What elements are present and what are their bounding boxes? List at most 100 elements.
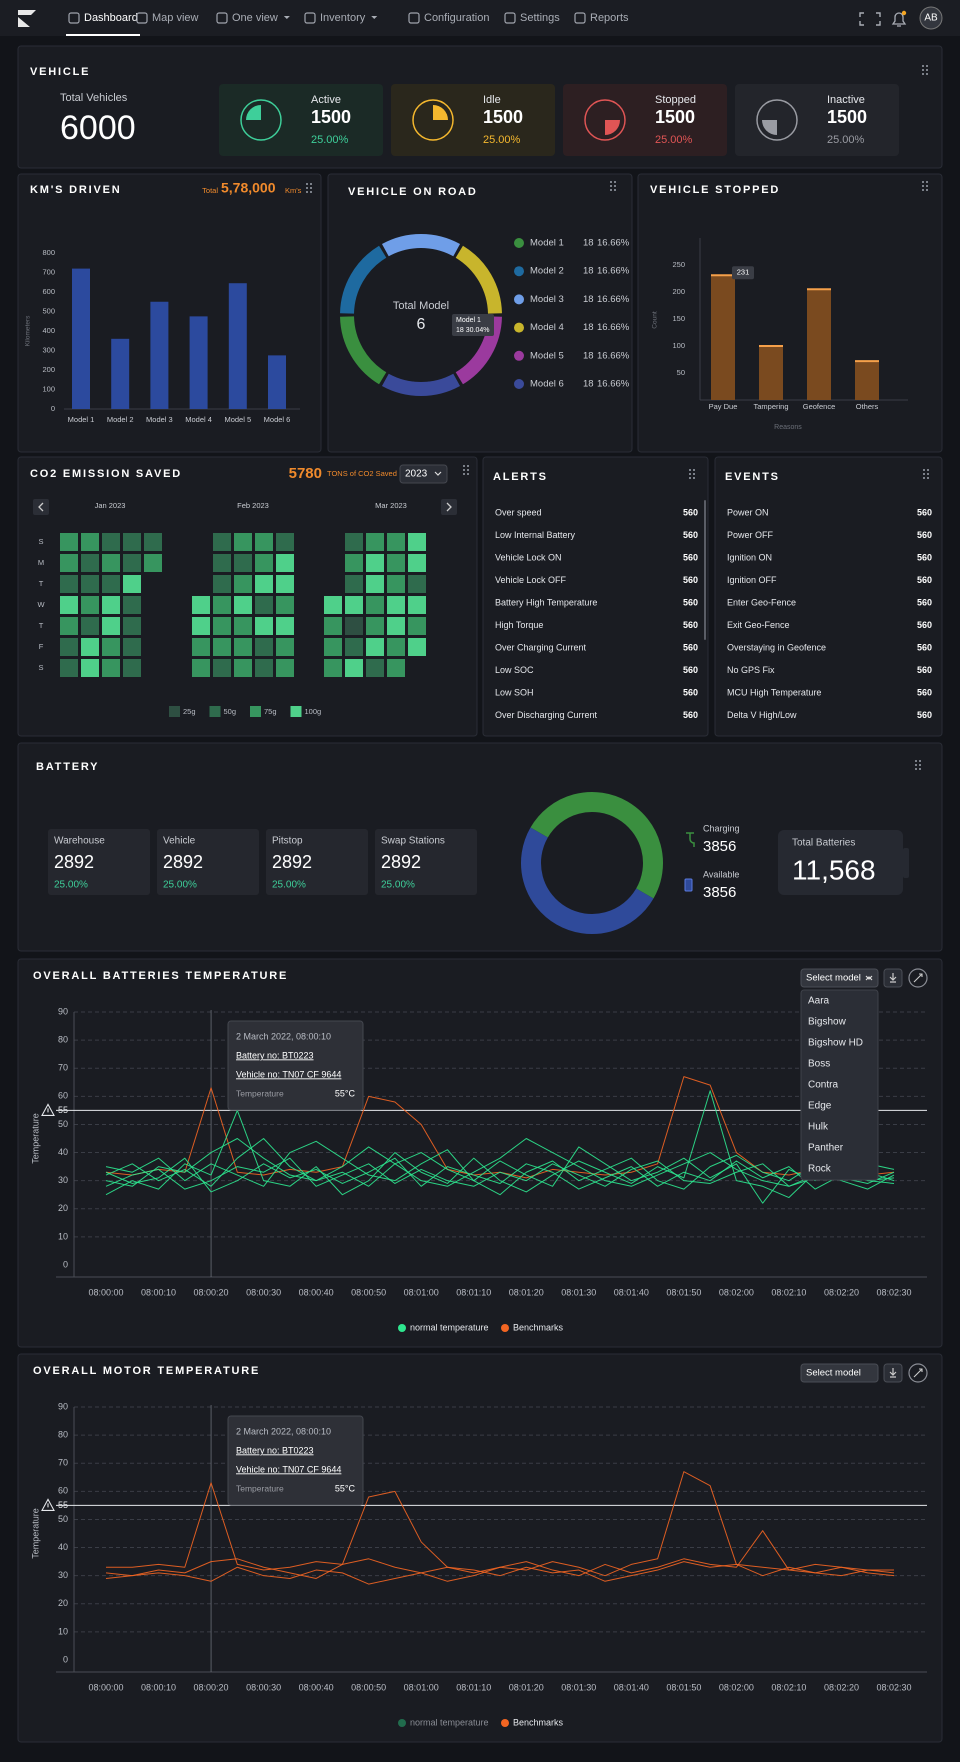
y-tick-label: 0 (63, 1654, 68, 1664)
total-value: 5780 (289, 465, 322, 482)
legend-label[interactable]: normal temperature (410, 1322, 489, 1332)
drag-handle-dot (463, 469, 465, 471)
panel (327, 173, 633, 453)
total-card-tab (903, 848, 909, 878)
legend-label[interactable]: normal temperature (410, 1717, 489, 1727)
heat-cell (366, 617, 384, 635)
section-title: OVERALL BATTERIES TEMPERATURE (33, 970, 288, 982)
legend-swatch[interactable] (501, 1324, 509, 1332)
notification-icon[interactable] (891, 12, 907, 27)
y-tick-label: 30 (58, 1175, 68, 1185)
dropdown-option[interactable]: Panther (808, 1143, 844, 1154)
list-item-label: Exit Geo-Fence (727, 620, 790, 630)
tooltip-link: Battery no: BT0223 (236, 1445, 314, 1455)
drag-handle-dot (689, 473, 691, 475)
x-tick-label: 08:01:50 (666, 1682, 701, 1692)
x-tick-label: Model 3 (146, 415, 173, 424)
nav-item[interactable]: Inventory (320, 12, 366, 24)
x-tick-label: 08:01:40 (614, 1682, 649, 1692)
section-title: VEHICLE (30, 66, 90, 78)
y-tick-label: 50 (58, 1119, 68, 1129)
list-item-value: 560 (917, 575, 932, 585)
list-item-label: Enter Geo-Fence (727, 597, 796, 607)
status-share-label: 25.00% (655, 134, 693, 146)
heat-cell (60, 554, 78, 572)
legend-label: 25g (183, 707, 196, 716)
model-select[interactable] (800, 1363, 879, 1383)
avatar[interactable] (919, 6, 943, 30)
card-value: 2892 (163, 852, 203, 872)
list-item-label: Over Discharging Current (495, 710, 598, 720)
drag-handle-dot (922, 185, 924, 187)
list-item-value: 560 (917, 710, 932, 720)
battery-icon (684, 878, 693, 892)
label: Total Vehicles (60, 92, 128, 104)
nav-item[interactable]: Map view (152, 12, 199, 24)
section-title: ALERTS (493, 471, 548, 483)
x-tick-label: 08:01:30 (561, 1287, 596, 1297)
legend-swatch[interactable] (398, 1719, 406, 1727)
status-share (433, 105, 448, 120)
fullscreen-icon[interactable] (859, 12, 881, 26)
x-tick-label: 08:00:40 (299, 1287, 334, 1297)
tooltip-metric: Temperature (236, 1088, 284, 1098)
model-select[interactable] (800, 968, 879, 988)
heat-cell (255, 596, 273, 614)
heat-cell (387, 638, 405, 656)
heat-cell (345, 533, 363, 551)
label: Stopped (655, 94, 696, 106)
dropdown-option[interactable]: Boss (808, 1059, 830, 1070)
scrollbar (704, 500, 706, 640)
expand-button[interactable] (908, 1363, 928, 1383)
heat-cell (123, 554, 141, 572)
dropdown-option[interactable]: Rock (808, 1164, 832, 1175)
nav-item[interactable]: Reports (590, 12, 629, 24)
legend-swatch (514, 322, 524, 333)
total-card (778, 830, 903, 895)
card-value: 2892 (54, 852, 94, 872)
dropdown-option[interactable]: Aara (808, 996, 830, 1007)
heat-cell (102, 575, 120, 593)
dropdown-option[interactable]: Contra (808, 1080, 838, 1091)
legend-swatch[interactable] (398, 1324, 406, 1332)
list-item-value: 560 (917, 687, 932, 697)
legend-label[interactable]: Benchmarks (513, 1717, 564, 1727)
legend-swatch[interactable] (501, 1719, 509, 1727)
legend-share: 16.66% (597, 294, 630, 305)
list-item-label: Vehicle Lock OFF (495, 575, 567, 585)
card-share: 25.00% (54, 880, 88, 891)
y-tick-label: 50 (677, 368, 685, 377)
heat-cell (102, 638, 120, 656)
list-item-value: 560 (917, 530, 932, 540)
weekday-label: T (39, 621, 44, 630)
bar (711, 275, 735, 400)
nav-item[interactable]: Configuration (424, 12, 489, 24)
list-item-value: 560 (917, 507, 932, 517)
expand-button[interactable] (908, 968, 928, 988)
y-tick-label: 10 (58, 1626, 68, 1636)
dropdown-option[interactable]: Edge (808, 1101, 832, 1112)
heat-cell (81, 617, 99, 635)
legend-label[interactable]: Benchmarks (513, 1322, 564, 1332)
x-tick-label: 08:01:50 (666, 1287, 701, 1297)
nav-item[interactable]: Settings (520, 12, 560, 24)
heat-cell (324, 638, 342, 656)
label: Idle (483, 94, 501, 106)
drag-handle-dot (915, 764, 917, 766)
x-tick-label: 08:01:00 (404, 1682, 439, 1692)
nav-item[interactable]: Dashboard (84, 12, 138, 24)
year-select[interactable] (399, 464, 448, 484)
nav-item[interactable]: One view (232, 12, 278, 24)
tooltip (452, 314, 494, 336)
prev-month[interactable] (33, 499, 49, 515)
drag-handle-dot (693, 469, 695, 471)
select-label: Select model (806, 973, 861, 984)
dropdown-option[interactable]: Bigshow HD (808, 1038, 863, 1049)
legend-swatch (290, 706, 302, 717)
threshold-label: 55 (58, 1105, 68, 1115)
next-month[interactable] (441, 499, 457, 515)
dropdown-option[interactable]: Hulk (808, 1122, 829, 1133)
series-line (105, 1138, 895, 1204)
weekday-label: W (37, 600, 45, 609)
dropdown-option[interactable]: Bigshow (808, 1017, 847, 1028)
